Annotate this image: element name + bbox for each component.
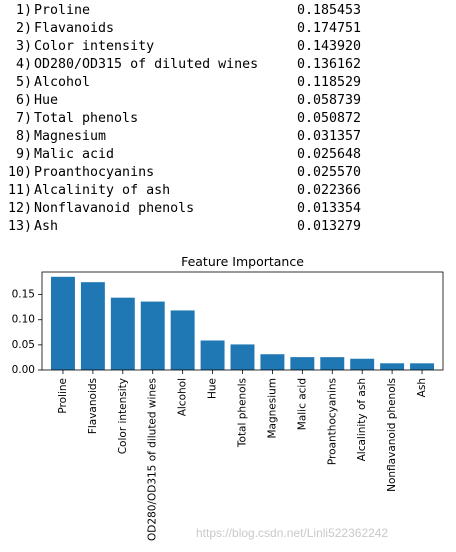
ranking-row: 11) Alcalinity of ash 0.022366 (8, 182, 448, 200)
ranking-number: 11) (8, 183, 33, 198)
ranking-row: 6) Hue 0.058739 (8, 92, 448, 110)
chart-title: Feature Importance (181, 254, 304, 269)
ranking-feature-name: Alcalinity of ash (34, 183, 171, 198)
ranking-number: 7) (15, 111, 32, 126)
ranking-feature-name: Total phenols (34, 111, 139, 126)
bar (80, 282, 105, 370)
ranking-importance-value: 0.174751 (297, 21, 362, 36)
ranking-row: 2) Flavanoids 0.174751 (8, 20, 448, 38)
ranking-feature-name: Flavanoids (34, 21, 115, 36)
y-tick-label: 0.00 (12, 364, 35, 376)
ranking-row: 10) Proanthocyanins 0.025570 (8, 164, 448, 182)
ranking-row: 9) Malic acid 0.025648 (8, 146, 448, 164)
ranking-number: 1) (15, 3, 32, 18)
bar (170, 310, 195, 370)
ranking-importance-value: 0.025648 (297, 147, 362, 162)
ranking-number: 9) (15, 147, 32, 162)
ranking-number: 4) (15, 57, 32, 72)
ranking-feature-name: Hue (34, 93, 59, 108)
ranking-importance-value: 0.118529 (297, 75, 362, 90)
bar (110, 297, 135, 370)
ranking-row: 13) Ash 0.013279 (8, 218, 448, 236)
plot-frame (41, 271, 444, 371)
bar (410, 363, 435, 370)
ranking-feature-name: Alcohol (34, 75, 91, 90)
ranking-row: 3) Color intensity 0.143920 (8, 38, 448, 56)
ranking-row: 5) Alcohol 0.118529 (8, 74, 448, 92)
ranking-feature-name: OD280/OD315 of diluted wines (34, 57, 259, 72)
ranking-feature-name: Nonflavanoid phenols (34, 201, 195, 216)
x-tick-label: Nonflavanoid phenols (386, 378, 398, 492)
x-tick-label: Color intensity (117, 378, 129, 454)
y-tick-label: 0.10 (12, 314, 35, 326)
y-tick-label: 0.15 (12, 289, 35, 301)
x-tick-label: Magnesium (266, 378, 278, 439)
watermark: https://blog.csdn.net/Linli522362242 (196, 526, 389, 540)
ranking-number: 12) (8, 201, 33, 216)
ranking-importance-value: 0.022366 (297, 183, 362, 198)
bar (350, 358, 375, 370)
ranking-row: 12) Nonflavanoid phenols 0.013354 (8, 200, 448, 218)
bar (260, 354, 285, 370)
x-tick-label: Flavanoids (87, 378, 99, 434)
feature-importance-chart: Feature Importance Proline Flavanoids Color… (12, 254, 444, 541)
x-tick-label: Proanthocyanins (326, 378, 338, 465)
x-tick-label: Proline (57, 378, 69, 414)
x-tick-label: OD280/OD315 of diluted wines (147, 378, 159, 541)
ranking-feature-name: Color intensity (34, 39, 155, 54)
ranking-importance-value: 0.031357 (297, 129, 362, 144)
feature-ranking-list: 1) Proline 0.185453 2) Flavanoids 0.174751 3) C… (8, 2, 448, 236)
ranking-importance-value: 0.013354 (297, 201, 362, 216)
ranking-number: 3) (15, 39, 32, 54)
bar (380, 363, 405, 370)
x-tick-label: Malic acid (296, 378, 308, 430)
ranking-row: 7) Total phenols 0.050872 (8, 110, 448, 128)
ranking-importance-value: 0.058739 (297, 93, 362, 108)
ranking-number: 13) (8, 219, 33, 234)
ranking-feature-name: Malic acid (34, 147, 115, 162)
ranking-number: 6) (15, 93, 32, 108)
ranking-number: 2) (15, 21, 32, 36)
ranking-row: 4) OD280/OD315 of diluted wines 0.136162 (8, 56, 448, 74)
x-tick-label: Alcalinity of ash (356, 378, 368, 461)
ranking-importance-value: 0.185453 (297, 3, 362, 18)
bar (140, 301, 165, 370)
ranking-importance-value: 0.136162 (297, 57, 362, 72)
bar (320, 357, 345, 370)
ranking-number: 10) (8, 165, 33, 180)
ranking-row: 1) Proline 0.185453 (8, 2, 448, 20)
ranking-importance-value: 0.050872 (297, 111, 362, 126)
bar (290, 357, 315, 370)
ranking-number: 8) (15, 129, 32, 144)
ranking-number: 5) (15, 75, 32, 90)
ranking-importance-value: 0.143920 (297, 39, 362, 54)
bar (50, 276, 75, 370)
ranking-importance-value: 0.013279 (297, 219, 362, 234)
x-tick-label: Ash (416, 378, 428, 397)
ranking-feature-name: Ash (34, 219, 59, 234)
ranking-feature-name: Proline (34, 3, 91, 18)
x-tick-label: Alcohol (177, 378, 189, 416)
ranking-feature-name: Proanthocyanins (34, 165, 155, 180)
bar (230, 344, 255, 370)
ranking-row: 8) Magnesium 0.031357 (8, 128, 448, 146)
ranking-feature-name: Magnesium (34, 129, 107, 144)
x-tick-label: Total phenols (237, 378, 249, 448)
bar (200, 340, 225, 370)
x-tick-label: Hue (207, 378, 219, 399)
ranking-importance-value: 0.025570 (297, 165, 362, 180)
y-tick-label: 0.05 (12, 339, 35, 351)
